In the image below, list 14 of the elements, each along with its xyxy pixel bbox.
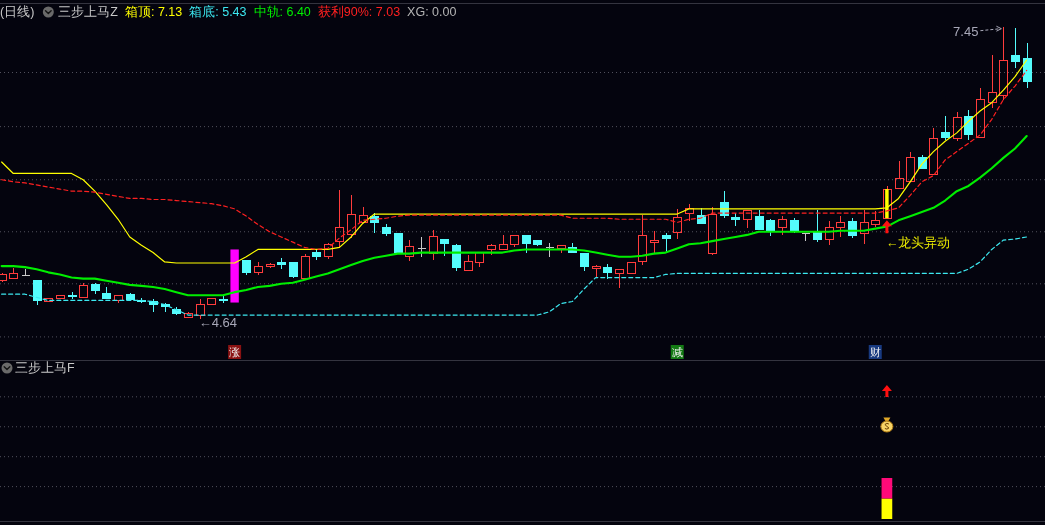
annotation: XG: 0.00	[407, 5, 457, 19]
subtitle: 三步上马Z	[58, 5, 118, 19]
title: 三步上马F	[15, 361, 75, 375]
annotation: ←4.64	[198, 315, 237, 331]
title: (日线)	[0, 5, 35, 19]
annotation: ←龙头异动	[885, 235, 951, 250]
xtick-label: 涨	[229, 346, 241, 358]
series-name: 中轨: 6.40	[253, 5, 311, 19]
series-name: 箱顶: 7.13	[124, 5, 183, 19]
xtick-label: 财	[869, 346, 881, 358]
series-name: 获利90%: 7.03	[317, 5, 401, 19]
xtick-label: 减	[671, 346, 683, 358]
annotation: 7.45	[953, 23, 979, 39]
series-name: 箱底: 5.43	[189, 5, 247, 19]
